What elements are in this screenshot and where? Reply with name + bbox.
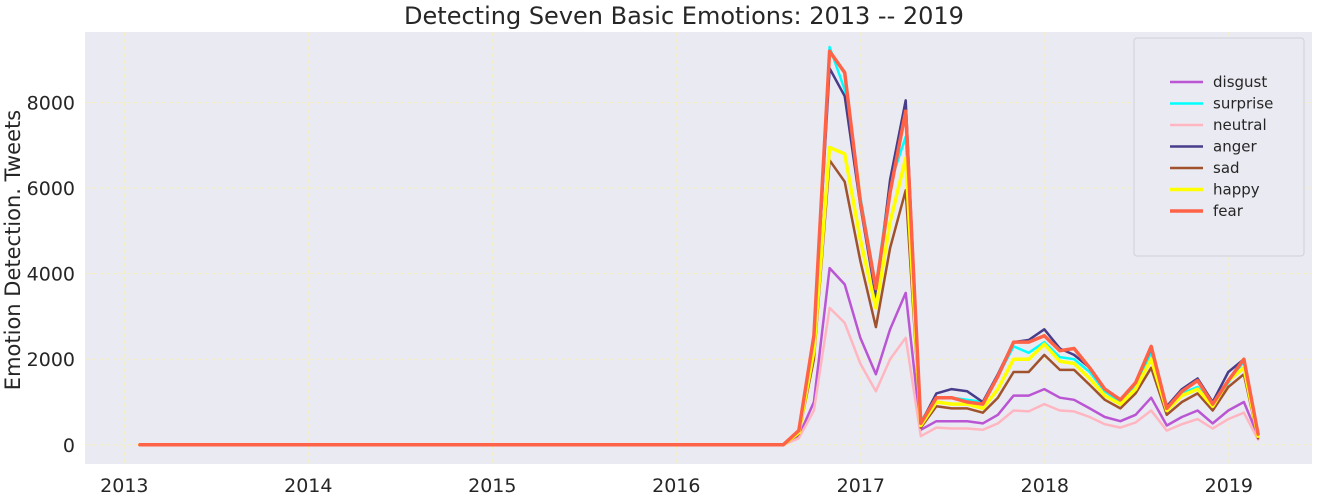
series-line-fear [138, 49, 1260, 447]
legend-label-neutral: neutral [1213, 116, 1267, 134]
grid [85, 32, 1312, 464]
series-line-sad [138, 159, 1260, 447]
series-line-disgust [138, 266, 1260, 447]
y-axis-label: Emotion Detection. Tweets [1, 110, 25, 390]
legend-label-fear: fear [1213, 202, 1244, 220]
legend-label-anger: anger [1213, 138, 1257, 156]
x-tick-label: 2015 [468, 475, 516, 497]
series-line-happy [138, 145, 1260, 447]
chart-title: Detecting Seven Basic Emotions: 2013 -- … [404, 2, 964, 30]
legend: disgust surprise neutral anger sad happy fear [1133, 37, 1305, 257]
axis-ticks: 2013 2014 2015 2016 2017 2018 2019 0 2000 4000 600… [27, 93, 1253, 497]
x-tick-label: 2018 [1021, 475, 1069, 497]
y-tick-label: 4000 [27, 264, 75, 286]
x-tick-label: 2016 [652, 475, 700, 497]
y-tick-label: 8000 [27, 93, 75, 115]
x-tick-label: 2014 [284, 475, 332, 497]
y-tick-label: 2000 [27, 349, 75, 371]
legend-label-disgust: disgust [1213, 73, 1267, 91]
legend-label-sad: sad [1213, 159, 1240, 177]
legend-label-happy: happy [1213, 181, 1260, 199]
series-lines [138, 45, 1260, 447]
legend-label-surprise: surprise [1213, 95, 1273, 113]
x-tick-label: 2013 [100, 475, 148, 497]
series-line-neutral [138, 306, 1260, 447]
legend-box [1133, 37, 1305, 257]
x-tick-label: 2019 [1205, 475, 1253, 497]
y-tick-label: 0 [63, 435, 75, 457]
x-tick-label: 2017 [837, 475, 885, 497]
y-tick-label: 6000 [27, 178, 75, 200]
